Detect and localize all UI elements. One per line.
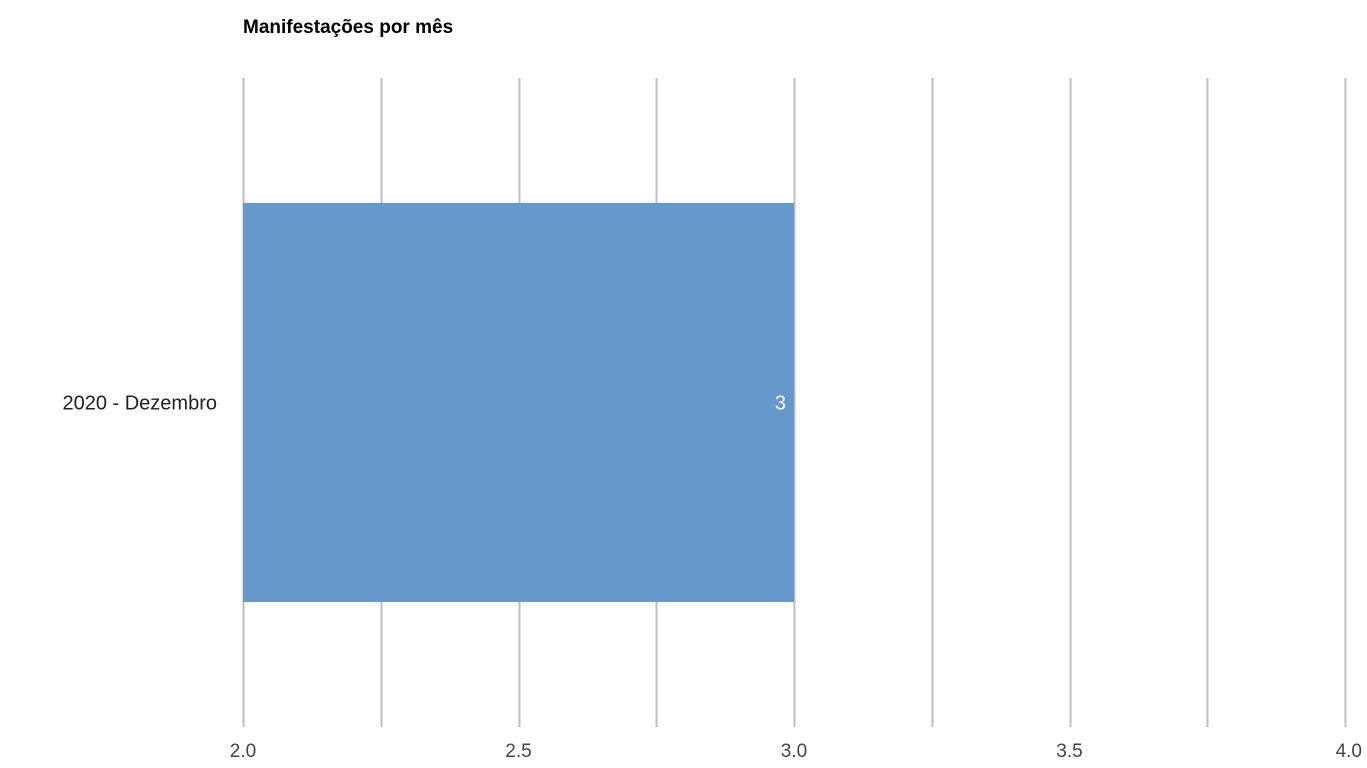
chart-title: Manifestações por mês: [243, 17, 453, 38]
x-tick-label: 2.0: [230, 741, 256, 762]
x-tick-label: 3.0: [781, 741, 807, 762]
x-tick-label: 3.5: [1056, 741, 1082, 762]
data-label: 3: [775, 393, 786, 415]
bars: [243, 202, 794, 603]
bar[interactable]: [243, 202, 794, 603]
x-tick-label: 4.0: [1336, 741, 1362, 762]
x-tick-label: 2.5: [505, 741, 531, 762]
gridlines: [242, 78, 1347, 727]
category-label: 2020 - Dezembro: [62, 393, 217, 415]
labels: Manifestações por mês 2020 - Dezembro 3 2.…: [62, 17, 1362, 762]
